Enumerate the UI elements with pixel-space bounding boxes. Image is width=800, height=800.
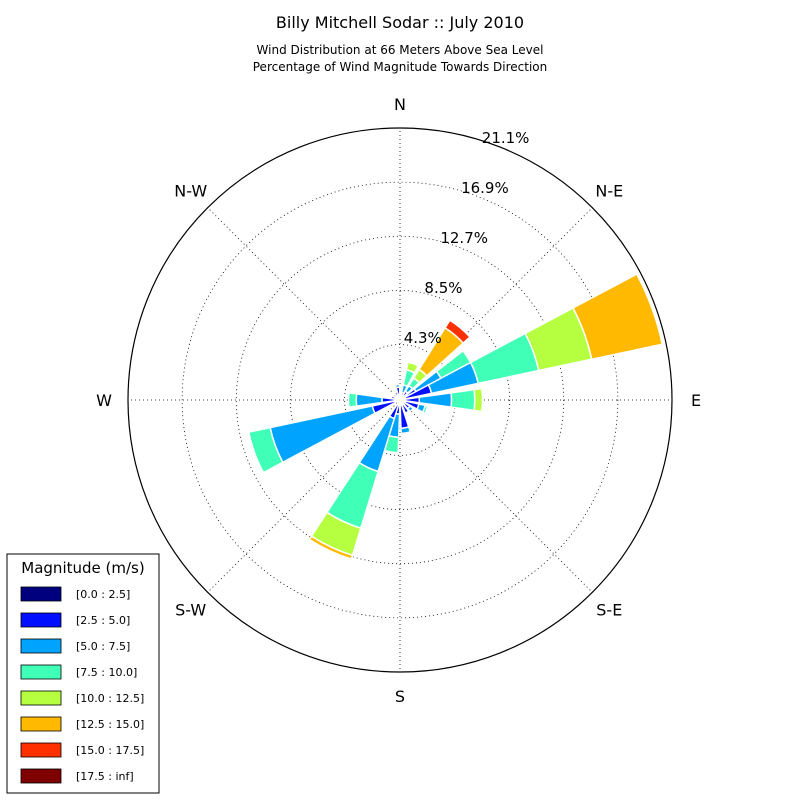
wind-bar-70deg-bin-5 bbox=[571, 273, 664, 361]
legend-swatch-5 bbox=[20, 716, 62, 732]
wind-bar-170deg-bin-2 bbox=[400, 426, 412, 435]
direction-label-s: S bbox=[395, 687, 405, 706]
wind-bar-130deg-bin-2 bbox=[406, 405, 415, 413]
legend-swatch-4 bbox=[20, 690, 62, 706]
legend-label-2: [5.0 : 7.5] bbox=[76, 640, 130, 653]
legend-label-7: [17.5 : inf] bbox=[76, 770, 134, 783]
direction-label-s-e: S-E bbox=[596, 600, 622, 619]
wind-bar-250deg-bin-2 bbox=[269, 405, 376, 464]
chart-subtitle-line-2: Percentage of Wind Magnitude Towards Dir… bbox=[253, 60, 547, 74]
wind-bar-40deg-bin-6 bbox=[444, 319, 471, 345]
radial-tick-label-3: 12.7% bbox=[440, 229, 488, 247]
legend-label-3: [7.5 : 10.0] bbox=[76, 666, 137, 679]
legend-swatch-3 bbox=[20, 664, 62, 680]
legend-label-4: [10.0 : 12.5] bbox=[76, 692, 144, 705]
wind-bar-250deg-bin-3 bbox=[247, 426, 284, 474]
legend-label-6: [15.0 : 17.5] bbox=[76, 744, 144, 757]
wind-bar-110deg-bin-3 bbox=[421, 404, 429, 415]
legend-swatch-7 bbox=[20, 768, 62, 784]
axis-labels: N N-E E S-E S S-W W N-W 4.3% 8.5% 12.7% 16.9% 21.1% bbox=[96, 95, 701, 706]
legend-label-0: [0.0 : 2.5] bbox=[76, 588, 130, 601]
radial-tick-label-1: 4.3% bbox=[404, 329, 442, 347]
direction-label-w: W bbox=[96, 391, 112, 410]
legend-swatch-2 bbox=[20, 638, 62, 654]
legend-swatch-6 bbox=[20, 742, 62, 758]
radial-tick-label-2: 8.5% bbox=[424, 279, 462, 297]
legend-swatch-0 bbox=[20, 586, 62, 602]
grid-spoke-s-w bbox=[207, 399, 401, 593]
grid-spoke-n-e bbox=[399, 207, 593, 401]
outer-circle bbox=[127, 127, 673, 673]
legend-label-1: [2.5 : 5.0] bbox=[76, 614, 130, 627]
grid-ring-3 bbox=[235, 235, 565, 565]
radial-tick-label-5: 21.1% bbox=[482, 129, 530, 147]
wind-bar-20deg-bin-4 bbox=[405, 361, 420, 374]
chart-subtitle-line-1: Wind Distribution at 66 Meters Above Sea… bbox=[257, 43, 544, 57]
legend-label-5: [12.5 : 15.0] bbox=[76, 718, 144, 731]
legend-swatch-1 bbox=[20, 612, 62, 628]
grid-spoke-s-e bbox=[399, 399, 593, 593]
direction-label-n-w: N-W bbox=[174, 182, 207, 201]
polar-grid bbox=[128, 128, 672, 672]
direction-label-s-w: S-W bbox=[175, 600, 206, 619]
chart-title: Billy Mitchell Sodar :: July 2010 bbox=[276, 13, 524, 32]
wind-bar-270deg-bin-3 bbox=[347, 391, 358, 409]
direction-label-n-e: N-E bbox=[595, 182, 623, 201]
grid-ring-4 bbox=[181, 181, 619, 619]
wind-bars bbox=[247, 273, 664, 560]
wind-bar-150deg-bin-2 bbox=[404, 410, 411, 416]
wind-bar-350deg-bin-2 bbox=[394, 383, 401, 389]
direction-label-n: N bbox=[394, 95, 406, 114]
direction-label-e: E bbox=[691, 391, 701, 410]
radial-tick-label-4: 16.9% bbox=[461, 179, 509, 197]
wind-bar-90deg-bin-3 bbox=[450, 388, 476, 412]
legend-title: Magnitude (m/s) bbox=[21, 559, 144, 577]
wind-bar-90deg-bin-4 bbox=[473, 387, 484, 413]
wind-bar-205deg-bin-5 bbox=[308, 535, 354, 560]
grid-spoke-n-w bbox=[207, 207, 401, 401]
legend: Magnitude (m/s) [0.0 : 2.5] [2.5 : 5.0] [5… bbox=[6, 553, 160, 794]
